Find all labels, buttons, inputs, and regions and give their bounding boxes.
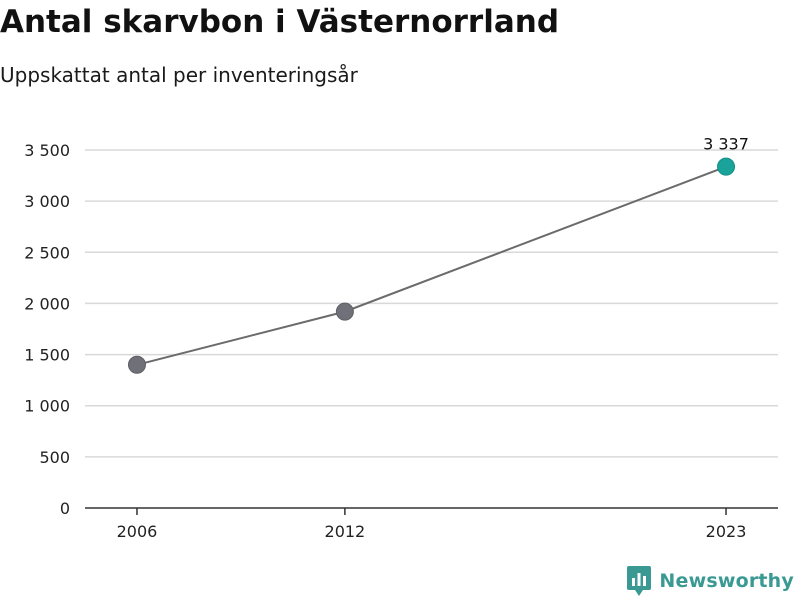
newsworthy-chart-icon — [627, 566, 652, 596]
brand-name: Newsworthy — [659, 570, 794, 592]
data-point — [127, 355, 146, 374]
x-tick-label: 2012 — [325, 522, 366, 541]
y-tick-label: 3 500 — [24, 141, 70, 160]
newsworthy-brand: Newsworthy — [627, 566, 794, 596]
y-tick-label: 500 — [39, 448, 70, 467]
y-tick-label: 2 000 — [24, 294, 70, 313]
data-point — [335, 302, 354, 321]
y-tick-label: 1 000 — [24, 397, 70, 416]
series-line — [136, 165, 727, 366]
chart-subtitle: Uppskattat antal per inventeringsår — [0, 63, 358, 87]
y-tick-label: 0 — [60, 499, 70, 518]
highlighted-data-point — [717, 157, 736, 176]
y-tick-label: 2 500 — [24, 243, 70, 262]
y-tick-label: 1 500 — [24, 346, 70, 365]
data-label: 3 337 — [703, 135, 749, 154]
x-tick-label: 2006 — [117, 522, 158, 541]
chart-title: Antal skarvbon i Västernorrland — [0, 4, 560, 40]
y-tick-label: 3 000 — [24, 192, 70, 211]
x-tick-label: 2023 — [706, 522, 747, 541]
